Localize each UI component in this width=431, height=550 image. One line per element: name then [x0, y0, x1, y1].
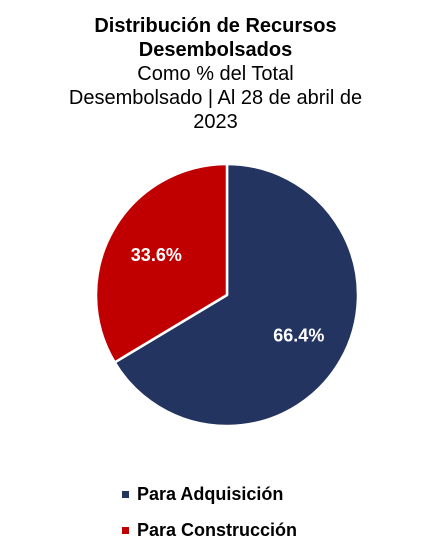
chart-title-line-1: Distribución de Recursos: [94, 15, 337, 37]
pie-slice-construccion: [94, 162, 229, 364]
chart-subtitle-line-3: 2023: [193, 111, 238, 133]
pie-label-adquisicion: 66.4%: [273, 326, 324, 346]
legend-label-adquisicion: Para Adquisición: [137, 483, 284, 504]
pie-slice-adquisicion: [113, 162, 360, 428]
legend-label-construccion: Para Construcción: [137, 519, 298, 540]
legend-item-construccion: Para Construcción: [122, 512, 297, 548]
pie-label-construccion: 33.6%: [131, 245, 182, 265]
chart-title-line-2: Desembolsados: [138, 39, 293, 61]
legend-swatch-adquisicion: [122, 490, 129, 498]
pie-chart: 66.4% 33.6%: [94, 162, 360, 428]
chart-legend: Para Adquisición Para Construcción: [122, 476, 297, 548]
chart-subtitle-line-1: Como % del Total: [137, 63, 294, 85]
legend-swatch-construccion: [122, 526, 129, 534]
chart-title-block: Distribución de Recursos Desembolsados C…: [0, 14, 431, 134]
legend-item-adquisicion: Para Adquisición: [122, 476, 297, 512]
chart-subtitle-line-2: Desembolsado | Al 28 de abril de: [68, 87, 363, 109]
